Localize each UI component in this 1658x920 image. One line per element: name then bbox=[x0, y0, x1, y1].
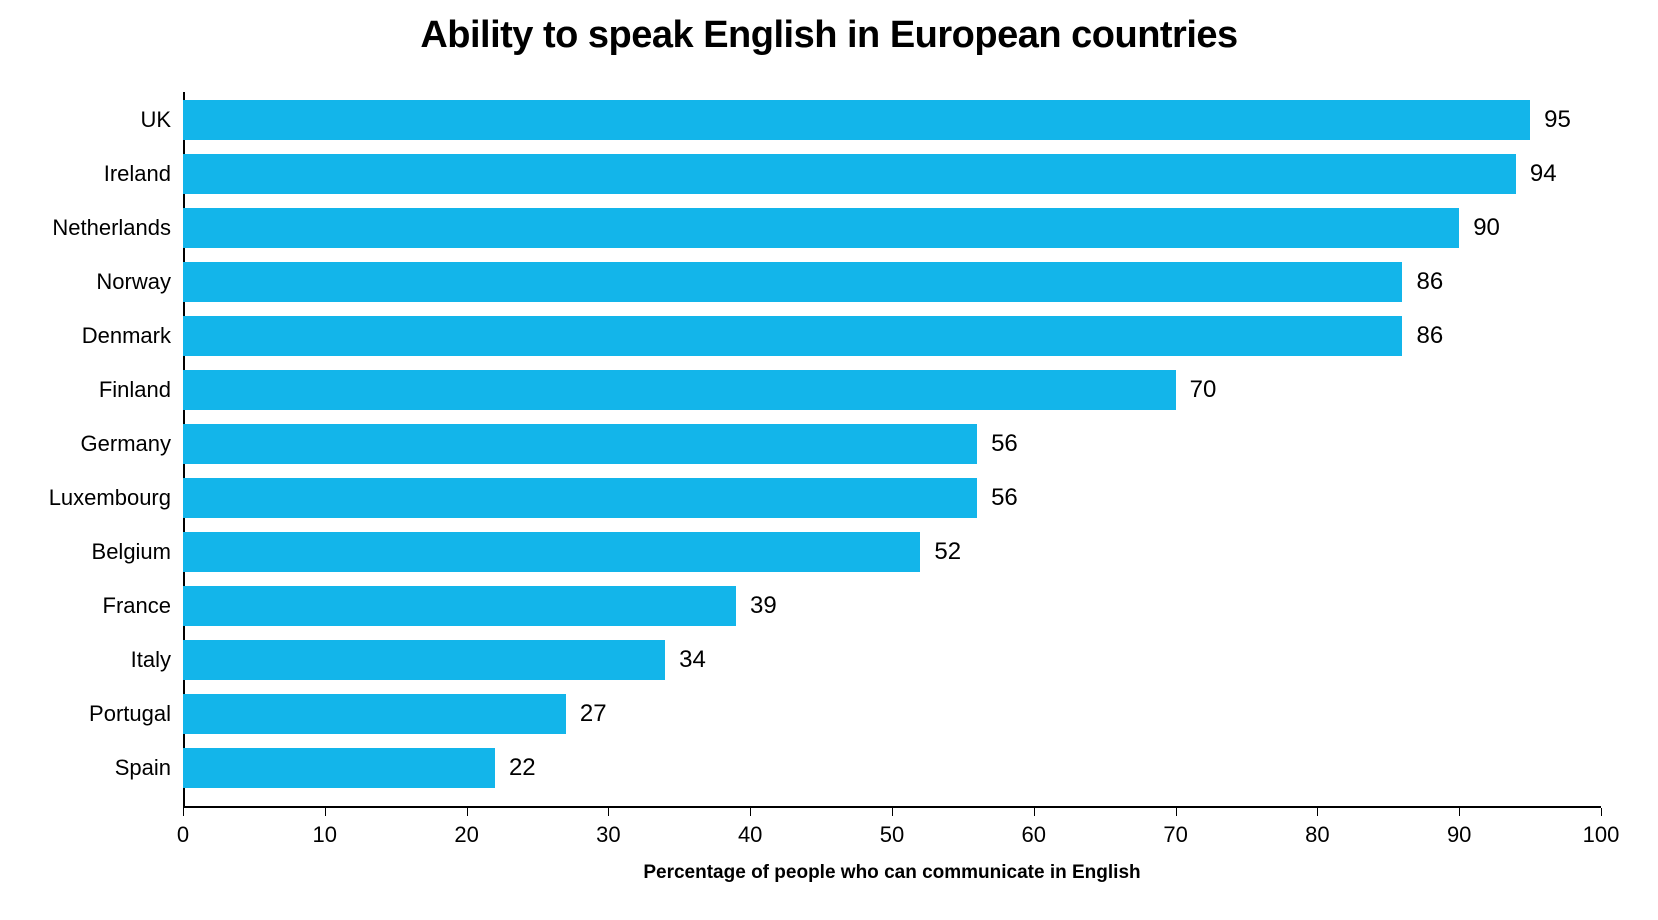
value-label: 22 bbox=[509, 754, 536, 782]
x-tick bbox=[467, 808, 468, 816]
category-label: Netherlands bbox=[52, 215, 171, 241]
value-label: 27 bbox=[580, 700, 607, 728]
x-tick-label: 0 bbox=[177, 822, 189, 848]
value-label: 86 bbox=[1416, 268, 1443, 296]
value-label: 70 bbox=[1190, 376, 1217, 404]
chart-title: Ability to speak English in European cou… bbox=[0, 14, 1658, 57]
value-label: 86 bbox=[1416, 322, 1443, 350]
bar bbox=[183, 532, 920, 572]
bar bbox=[183, 100, 1530, 140]
plot-area: Percentage of people who can communicate… bbox=[183, 92, 1601, 808]
value-label: 52 bbox=[934, 538, 961, 566]
x-tick-label: 40 bbox=[738, 822, 762, 848]
x-tick bbox=[892, 808, 893, 816]
x-tick-label: 20 bbox=[454, 822, 478, 848]
bar bbox=[183, 370, 1176, 410]
value-label: 90 bbox=[1473, 214, 1500, 242]
x-tick-label: 100 bbox=[1583, 822, 1620, 848]
category-label: Germany bbox=[81, 431, 171, 457]
x-tick bbox=[608, 808, 609, 816]
bar bbox=[183, 748, 495, 788]
x-tick-label: 10 bbox=[313, 822, 337, 848]
value-label: 39 bbox=[750, 592, 777, 620]
category-label: Portugal bbox=[89, 701, 171, 727]
category-label: UK bbox=[140, 107, 171, 133]
category-label: Spain bbox=[115, 755, 171, 781]
x-tick bbox=[1176, 808, 1177, 816]
x-tick bbox=[1034, 808, 1035, 816]
x-tick bbox=[1317, 808, 1318, 816]
bar bbox=[183, 478, 977, 518]
x-tick-label: 60 bbox=[1022, 822, 1046, 848]
bar bbox=[183, 640, 665, 680]
bar bbox=[183, 424, 977, 464]
x-tick-label: 30 bbox=[596, 822, 620, 848]
x-tick-label: 90 bbox=[1447, 822, 1471, 848]
bar bbox=[183, 316, 1402, 356]
value-label: 56 bbox=[991, 484, 1018, 512]
category-label: Luxembourg bbox=[49, 485, 171, 511]
value-label: 56 bbox=[991, 430, 1018, 458]
category-label: Belgium bbox=[92, 539, 171, 565]
bar bbox=[183, 586, 736, 626]
x-tick bbox=[1459, 808, 1460, 816]
bar bbox=[183, 208, 1459, 248]
category-label: Ireland bbox=[104, 161, 171, 187]
x-tick bbox=[750, 808, 751, 816]
category-label: Denmark bbox=[82, 323, 171, 349]
category-label: Finland bbox=[99, 377, 171, 403]
x-tick-label: 50 bbox=[880, 822, 904, 848]
value-label: 94 bbox=[1530, 160, 1557, 188]
x-tick-label: 80 bbox=[1305, 822, 1329, 848]
chart-container: Ability to speak English in European cou… bbox=[0, 0, 1658, 920]
value-label: 95 bbox=[1544, 106, 1571, 134]
bar bbox=[183, 694, 566, 734]
bar bbox=[183, 154, 1516, 194]
category-label: Norway bbox=[96, 269, 171, 295]
x-tick bbox=[183, 808, 184, 816]
category-label: Italy bbox=[131, 647, 171, 673]
x-tick bbox=[1601, 808, 1602, 816]
x-tick-label: 70 bbox=[1163, 822, 1187, 848]
bar bbox=[183, 262, 1402, 302]
value-label: 34 bbox=[679, 646, 706, 674]
x-tick bbox=[325, 808, 326, 816]
x-axis-label: Percentage of people who can communicate… bbox=[183, 862, 1601, 884]
category-label: France bbox=[103, 593, 171, 619]
